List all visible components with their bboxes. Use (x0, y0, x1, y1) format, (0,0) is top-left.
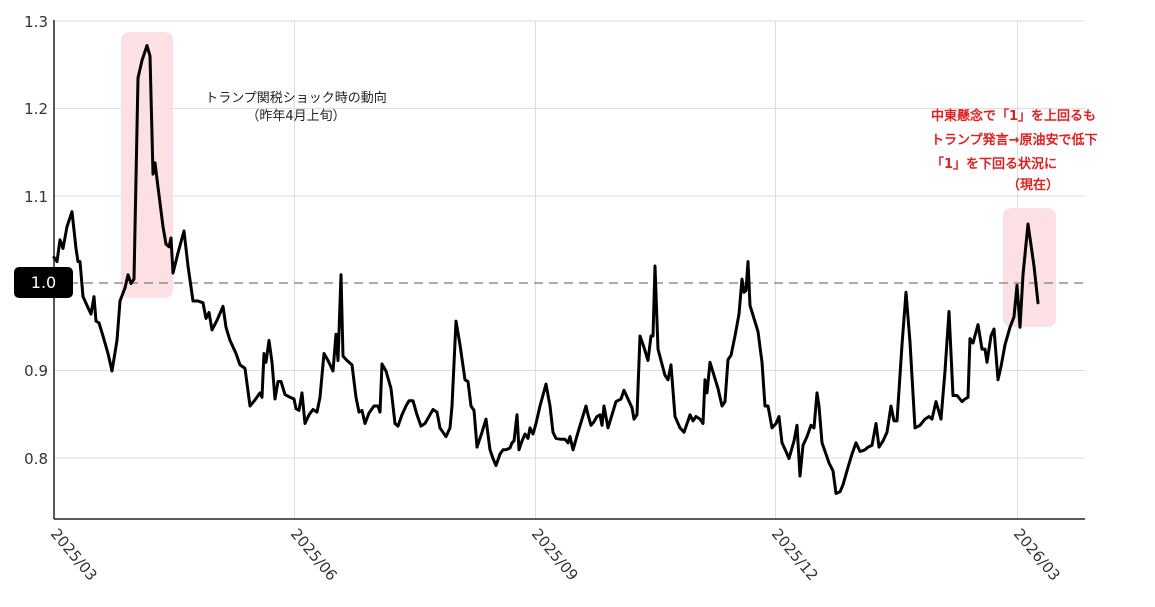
current-annotation-line1: 中東懸念で「1」を上回るも (931, 109, 1097, 124)
current-situation-annotation: 中東懸念で「1」を上回るも トランプ発言→原油安で低下 「1」を下回る状況に （… (931, 105, 1141, 195)
y-tick-1.3: 1.3 (24, 13, 48, 31)
tariff-shock-highlight-box (121, 32, 173, 298)
current-annotation-line2: トランプ発言→原油安で低下 (931, 133, 1098, 148)
tariff-annotation-line2: （昨年4月上旬） (246, 109, 346, 124)
tariff-shock-annotation: トランプ関税ショック時の動向 （昨年4月上旬） (184, 90, 408, 126)
y-tick-0.9: 0.9 (24, 362, 48, 380)
tariff-annotation-line1: トランプ関税ショック時の動向 (205, 91, 387, 106)
y-tick-0.8: 0.8 (24, 450, 48, 468)
x-tick-2026-03: 2026/03 (1010, 525, 1064, 584)
y-gridlines (54, 20, 1085, 459)
x-tick-2025-09: 2025/09 (528, 525, 582, 584)
x-tick-2025-03: 2025/03 (47, 525, 101, 584)
y-tick-1.2: 1.2 (24, 100, 48, 118)
data-series-line (52, 44, 1040, 495)
x-tick-2025-06: 2025/06 (287, 525, 341, 584)
reference-value-badge: 1.0 (14, 267, 73, 298)
y-tick-1.1: 1.1 (24, 188, 48, 206)
x-tick-2025-12: 2025/12 (768, 525, 822, 584)
current-annotation-line3: 「1」を下回る状況に (931, 157, 1058, 172)
current-annotation-line4: （現在） (1007, 178, 1060, 193)
